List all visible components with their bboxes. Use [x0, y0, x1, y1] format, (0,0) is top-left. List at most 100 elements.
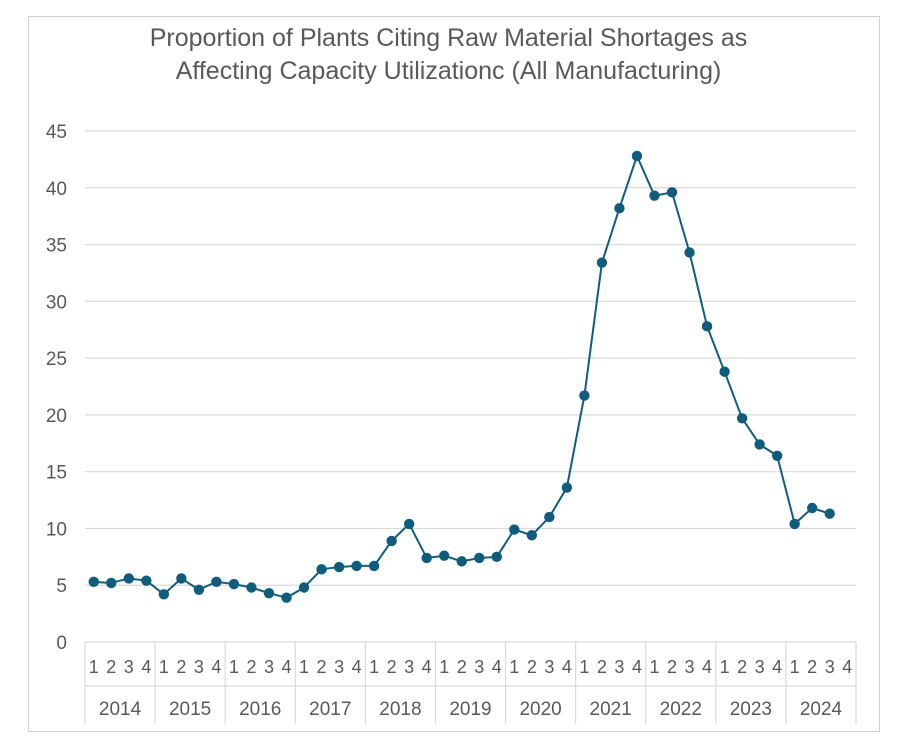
x-tick-quarter-2017-q2: 2	[317, 657, 327, 677]
data-point-2018-q1	[368, 560, 380, 572]
x-tick-quarter-2021-q3: 3	[614, 657, 624, 677]
x-tick-quarter-2022-q3: 3	[685, 657, 695, 677]
data-point-2014-q1	[88, 576, 99, 588]
data-point-2019-q3	[474, 552, 485, 564]
x-tick-quarter-2017-q3: 3	[334, 657, 344, 677]
x-tick-quarter-2014-q1: 1	[89, 657, 99, 677]
y-tick-label-30: 30	[46, 292, 67, 313]
x-tick-quarter-2019-q3: 3	[474, 657, 484, 677]
data-point-2024-q2	[806, 502, 818, 514]
x-tick-quarter-2016-q3: 3	[264, 657, 274, 677]
chart-title-line-2: Affecting Capacity Utilizationc (All Man…	[175, 57, 722, 85]
x-tick-quarter-2017-q1: 1	[299, 657, 309, 677]
data-point-2023-q2	[736, 413, 748, 424]
data-point-2019-q1	[439, 550, 450, 561]
data-point-2024-q3	[824, 508, 835, 519]
x-tick-quarter-2024-q2: 2	[807, 657, 817, 677]
x-tick-quarter-2020-q3: 3	[544, 657, 554, 677]
data-point-2018-q3	[403, 518, 415, 530]
y-tick-label-0: 0	[56, 633, 67, 654]
x-tick-year-2016: 2016	[239, 699, 281, 720]
data-point-2016-q3	[263, 587, 275, 599]
x-tick-year-2015: 2015	[169, 699, 211, 720]
data-point-2018-q4	[421, 552, 432, 564]
x-tick-year-2023: 2023	[730, 699, 772, 720]
data-point-2019-q4	[491, 551, 502, 563]
x-tick-quarter-2022-q4: 4	[702, 657, 712, 677]
data-point-2015-q1	[158, 589, 170, 600]
data-point-2020-q3	[544, 511, 555, 523]
data-point-2021-q4	[631, 150, 643, 162]
x-tick-quarter-2024-q3: 3	[825, 657, 835, 677]
x-tick-quarter-2014-q2: 2	[106, 657, 116, 677]
x-tick-year-2019: 2019	[449, 699, 491, 720]
x-tick-quarter-2019-q1: 1	[439, 657, 449, 677]
data-point-2023-q4	[771, 450, 783, 461]
y-tick-label-20: 20	[46, 406, 67, 427]
data-point-2014-q2	[106, 577, 117, 589]
x-tick-quarter-2018-q1: 1	[369, 657, 379, 677]
y-tick-label-25: 25	[46, 349, 67, 370]
x-tick-year-2022: 2022	[660, 699, 702, 720]
y-tick-label-15: 15	[46, 463, 67, 484]
data-point-2014-q3	[123, 573, 135, 584]
y-tick-label-35: 35	[46, 236, 67, 257]
data-point-2016-q4	[281, 592, 292, 603]
chart-frame	[28, 16, 880, 732]
data-point-2022-q4	[701, 321, 713, 332]
data-point-2020-q4	[561, 482, 573, 493]
data-point-2022-q1	[649, 190, 660, 201]
x-tick-quarter-2018-q4: 4	[422, 657, 432, 677]
x-tick-quarter-2021-q4: 4	[632, 657, 642, 677]
chart-title: Proportion of Plants Citing Raw Material…	[0, 22, 897, 88]
data-point-2023-q1	[719, 366, 730, 377]
x-tick-quarter-2016-q4: 4	[282, 657, 292, 677]
data-point-2022-q2	[666, 187, 678, 198]
x-tick-year-2014: 2014	[99, 699, 142, 720]
data-point-2017-q1	[298, 582, 310, 593]
x-tick-quarter-2015-q3: 3	[194, 657, 204, 677]
chart-title-line-1: Proportion of Plants Citing Raw Material…	[149, 24, 748, 52]
data-point-2017-q4	[351, 560, 362, 572]
data-point-2023-q3	[754, 439, 765, 450]
x-tick-year-2018: 2018	[379, 699, 421, 720]
x-tick-quarter-2023-q4: 4	[772, 657, 782, 677]
data-point-2015-q4	[211, 576, 222, 588]
x-tick-quarter-2020-q4: 4	[562, 657, 572, 677]
x-tick-quarter-2018-q2: 2	[387, 657, 397, 677]
x-tick-quarter-2020-q1: 1	[509, 657, 519, 677]
x-tick-quarter-2023-q3: 3	[755, 657, 765, 677]
x-tick-quarter-2023-q2: 2	[737, 657, 747, 677]
data-point-2020-q1	[509, 524, 520, 535]
data-point-2017-q3	[333, 561, 345, 573]
data-point-2019-q2	[456, 556, 467, 567]
x-tick-quarter-2015-q4: 4	[211, 657, 221, 677]
x-tick-quarter-2020-q2: 2	[527, 657, 537, 677]
data-point-2021-q1	[579, 390, 590, 401]
y-tick-label-10: 10	[46, 519, 67, 540]
data-point-2016-q2	[246, 582, 257, 593]
series-line-0	[93, 154, 831, 599]
x-tick-quarter-2015-q2: 2	[176, 657, 186, 677]
x-tick-quarter-2022-q2: 2	[667, 657, 677, 677]
x-tick-year-2020: 2020	[519, 699, 561, 720]
x-tick-quarter-2014-q4: 4	[141, 657, 151, 677]
x-tick-quarter-2018-q3: 3	[404, 657, 414, 677]
x-tick-quarter-2021-q1: 1	[579, 657, 589, 677]
data-point-2018-q2	[386, 535, 397, 547]
x-tick-year-2017: 2017	[309, 699, 351, 720]
data-point-2020-q2	[526, 530, 538, 541]
x-tick-quarter-2019-q2: 2	[457, 657, 467, 677]
x-tick-quarter-2019-q4: 4	[492, 657, 502, 677]
data-point-2021-q2	[596, 257, 608, 268]
x-tick-quarter-2021-q2: 2	[597, 657, 607, 677]
x-tick-quarter-2022-q1: 1	[649, 657, 659, 677]
y-tick-label-40: 40	[46, 179, 67, 200]
x-tick-year-2024: 2024	[800, 699, 843, 720]
x-tick-quarter-2014-q3: 3	[124, 657, 134, 677]
x-tick-quarter-2016-q2: 2	[246, 657, 256, 677]
data-point-2022-q3	[684, 247, 695, 258]
data-point-2014-q4	[141, 575, 152, 586]
y-tick-label-5: 5	[56, 576, 67, 597]
